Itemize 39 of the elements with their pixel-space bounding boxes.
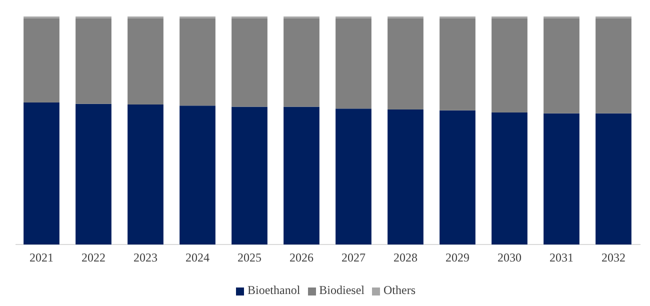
bar — [440, 110, 476, 244]
x-tick-label: 2028 — [394, 250, 418, 264]
legend-label: Biodiesel — [319, 283, 364, 298]
bar — [336, 108, 372, 244]
bar — [180, 106, 216, 244]
bar — [284, 106, 320, 244]
bar — [492, 112, 528, 244]
bar — [24, 102, 60, 244]
x-tick-label: 2032 — [602, 250, 626, 264]
bar — [336, 18, 372, 109]
bar — [76, 104, 112, 244]
bar — [388, 110, 424, 244]
bar — [232, 106, 268, 244]
legend-label: Others — [384, 283, 416, 298]
bar — [76, 18, 112, 104]
x-tick-label: 2029 — [446, 250, 470, 264]
x-tick-label: 2022 — [82, 250, 106, 264]
x-tick-label: 2024 — [186, 250, 210, 264]
x-tick-label: 2026 — [290, 250, 314, 264]
bar — [544, 113, 580, 244]
bar — [388, 18, 424, 110]
bar — [544, 18, 580, 114]
bar — [128, 104, 164, 244]
bar — [440, 18, 476, 110]
bar — [128, 18, 164, 105]
x-tick-label: 2027 — [342, 250, 366, 264]
bar — [596, 18, 632, 114]
legend-label: Bioethanol — [248, 283, 300, 298]
bar — [284, 18, 320, 107]
x-tick-label: 2023 — [134, 250, 158, 264]
x-tick-label: 2021 — [30, 250, 54, 264]
bar — [232, 18, 268, 107]
x-tick-label: 2025 — [238, 250, 262, 264]
bar — [180, 18, 216, 106]
x-tick-label: 2031 — [550, 250, 574, 264]
bar — [492, 18, 528, 112]
x-tick-label: 2030 — [498, 250, 522, 264]
bar — [596, 113, 632, 244]
bar — [24, 18, 60, 102]
